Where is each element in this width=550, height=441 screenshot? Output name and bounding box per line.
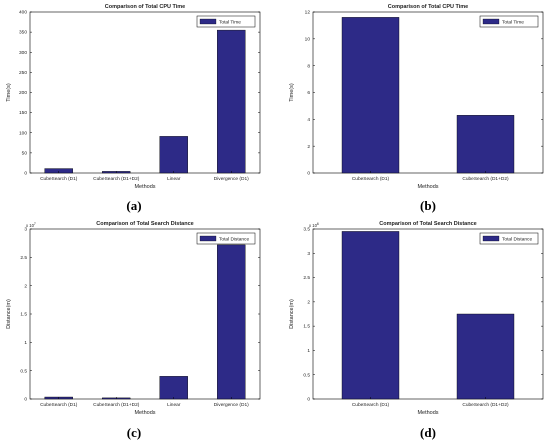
y-tick-label: 300 bbox=[19, 50, 27, 56]
y-axis-exponent: x 106 bbox=[309, 222, 319, 228]
x-tick-label: Divergence (D1) bbox=[214, 176, 249, 182]
legend-entry: Total Distance bbox=[219, 237, 249, 243]
legend-box bbox=[479, 15, 539, 28]
legend-entry: Total Distance bbox=[502, 237, 532, 243]
x-tick-label: CubeSearch (D1+D2) bbox=[462, 402, 509, 408]
chart-title: Comparison of Total CPU Time bbox=[388, 4, 468, 10]
legend-swatch bbox=[199, 18, 217, 25]
y-tick-label: 0 bbox=[24, 397, 27, 403]
y-tick-label: 6 bbox=[307, 90, 310, 96]
y-tick-label: 150 bbox=[19, 110, 27, 116]
y-tick-label: 1 bbox=[24, 340, 27, 346]
chart-panel-d: Comparison of Total Search Distance 0 0.5 1… bbox=[289, 221, 544, 416]
legend-box bbox=[479, 232, 539, 245]
bar-linear bbox=[159, 136, 188, 174]
y-tick-label: 1.5 bbox=[303, 324, 310, 330]
y-tick-label: 50 bbox=[22, 150, 28, 156]
x-tick-label: CubeSearch (D1+D2) bbox=[462, 176, 509, 182]
bar-cubesearch-d1-d2 bbox=[456, 115, 515, 174]
y-tick-label: 250 bbox=[19, 70, 27, 76]
bar-cubesearch-d1 bbox=[341, 231, 400, 400]
bar-cubesearch-d1 bbox=[341, 17, 400, 174]
plot-frame bbox=[312, 228, 544, 400]
y-tick-label: 2 bbox=[307, 144, 310, 150]
legend-box bbox=[196, 232, 256, 245]
x-tick-label: CubeSearch (D1) bbox=[352, 176, 390, 182]
x-axis-label: Methods bbox=[417, 184, 438, 190]
x-tick-label: Linear bbox=[167, 176, 181, 182]
legend-swatch bbox=[199, 235, 217, 242]
chart-title: Comparison of Total CPU Time bbox=[105, 4, 185, 10]
panel-caption-b: (b) bbox=[420, 198, 436, 213]
chart-title: Comparison of Total Search Distance bbox=[96, 221, 193, 227]
y-tick-label: 2 bbox=[24, 283, 27, 289]
y-tick-label: 0.5 bbox=[303, 372, 310, 378]
y-tick-label: 10 bbox=[305, 36, 311, 42]
x-axis-label: Methods bbox=[134, 184, 155, 190]
x-tick-label: Linear bbox=[167, 402, 181, 408]
legend-entry: Total Time bbox=[502, 20, 524, 26]
y-tick-label: 4 bbox=[307, 117, 310, 123]
y-tick-label: 2.5 bbox=[303, 275, 310, 281]
y-axis-label: Time(s) bbox=[289, 83, 295, 102]
y-axis-label: Distance(m) bbox=[289, 299, 295, 329]
y-tick-label: 2.5 bbox=[20, 255, 27, 261]
panel-caption-a: (a) bbox=[126, 198, 142, 213]
y-tick-label: 200 bbox=[19, 90, 27, 96]
chart-panel-b: Comparison of Total CPU Time 0 2 4 6 8 10 12 Tim… bbox=[289, 4, 544, 190]
y-tick-label: 12 bbox=[305, 10, 311, 16]
x-tick-label: CubeSearch (D1) bbox=[40, 402, 78, 408]
x-tick-label: Divergence (D1) bbox=[214, 402, 249, 408]
x-tick-label: CubeSearch (D1) bbox=[352, 402, 390, 408]
y-axis-label: Time(s) bbox=[6, 83, 12, 102]
y-tick-label: 350 bbox=[19, 30, 27, 36]
panel-caption-d: (d) bbox=[420, 425, 436, 440]
y-tick-label: 0 bbox=[307, 171, 310, 177]
x-axis-label: Methods bbox=[417, 410, 438, 416]
y-tick-label: 0.5 bbox=[20, 368, 27, 374]
x-tick-label: CubeSearch (D1+D2) bbox=[93, 176, 140, 182]
y-tick-label: 1.5 bbox=[20, 312, 27, 318]
bar-cubesearch-d1-d2 bbox=[456, 313, 515, 400]
y-tick-label: 0 bbox=[24, 171, 27, 177]
bar-divergence-d1 bbox=[217, 29, 246, 174]
y-tick-label: 2 bbox=[307, 299, 310, 305]
x-tick-label: CubeSearch (D1+D2) bbox=[93, 402, 140, 408]
panel-caption-c: (c) bbox=[126, 425, 142, 440]
y-tick-label: 3 bbox=[307, 251, 310, 257]
legend-box bbox=[196, 15, 256, 28]
y-tick-label: 8 bbox=[307, 63, 310, 69]
legend-swatch bbox=[482, 18, 500, 25]
y-tick-label: 400 bbox=[19, 10, 27, 16]
legend-swatch bbox=[482, 235, 500, 242]
chart-panel-c: Comparison of Total Search Distance 0 0.5 1… bbox=[6, 221, 261, 416]
y-tick-label: 100 bbox=[19, 130, 27, 136]
y-tick-label: 1 bbox=[307, 348, 310, 354]
x-tick-label: CubeSearch (D1) bbox=[40, 176, 78, 182]
y-tick-label: 3.5 bbox=[303, 227, 310, 233]
bar-linear bbox=[159, 376, 188, 400]
bar-divergence-d1 bbox=[217, 244, 246, 400]
chart-title: Comparison of Total Search Distance bbox=[379, 221, 476, 227]
y-tick-label: 3 bbox=[24, 227, 27, 233]
x-axis-label: Methods bbox=[134, 410, 155, 416]
y-axis-exponent: x 107 bbox=[26, 222, 36, 228]
legend-entry: Total Time bbox=[219, 20, 241, 26]
y-axis-label: Distance(m) bbox=[6, 299, 12, 329]
chart-panel-a: Comparison of Total CPU Time 0 50 100 150 200… bbox=[6, 4, 261, 190]
y-tick-label: 0 bbox=[307, 397, 310, 403]
